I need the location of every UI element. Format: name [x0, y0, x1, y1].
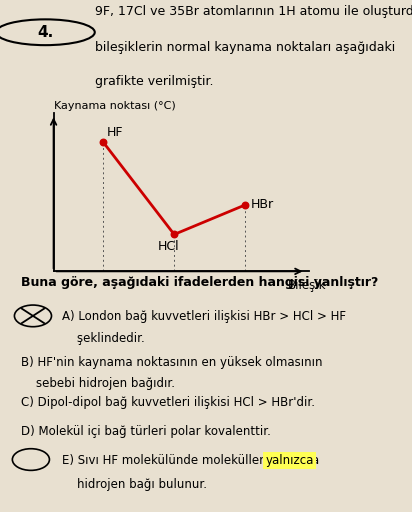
Text: Buna göre, aşağıdaki ifadelerden hangisi yanlıştır?: Buna göre, aşağıdaki ifadelerden hangisi… — [21, 276, 378, 289]
Text: bileşiklerin normal kaynama noktaları aşağıdaki: bileşiklerin normal kaynama noktaları aş… — [95, 41, 395, 54]
Text: E) Sıvı HF molekülünde moleküller arasında: E) Sıvı HF molekülünde moleküller arasın… — [62, 454, 323, 467]
Text: şeklindedir.: şeklindedir. — [62, 332, 145, 345]
Text: 9F, 17Cl ve 35Br atomlarının 1H atomu ile oluşturdukları: 9F, 17Cl ve 35Br atomlarının 1H atomu il… — [95, 5, 412, 18]
Text: grafikte verilmiştir.: grafikte verilmiştir. — [95, 75, 213, 88]
Text: HBr: HBr — [251, 198, 274, 210]
Point — [171, 230, 178, 239]
Text: 4.: 4. — [37, 25, 54, 40]
Point — [100, 138, 107, 146]
Text: Bileşik: Bileşik — [288, 280, 327, 292]
Text: B) HF'nin kaynama noktasının en yüksek olmasının: B) HF'nin kaynama noktasının en yüksek o… — [21, 355, 322, 369]
Text: HF: HF — [107, 126, 123, 139]
Text: A) London bağ kuvvetleri ilişkisi HBr > HCl > HF: A) London bağ kuvvetleri ilişkisi HBr > … — [62, 310, 346, 323]
Text: HCl: HCl — [158, 240, 179, 253]
Text: Kaynama noktası (°C): Kaynama noktası (°C) — [54, 101, 176, 111]
Point — [242, 201, 248, 209]
Text: C) Dipol-dipol bağ kuvvetleri ilişkisi HCl > HBr'dir.: C) Dipol-dipol bağ kuvvetleri ilişkisi H… — [21, 396, 315, 410]
Text: sebebi hidrojen bağıdır.: sebebi hidrojen bağıdır. — [21, 377, 175, 390]
Text: yalnızca: yalnızca — [265, 454, 314, 467]
Text: D) Molekül içi bağ türleri polar kovalenttir.: D) Molekül içi bağ türleri polar kovalen… — [21, 425, 270, 438]
Text: hidrojen bağı bulunur.: hidrojen bağı bulunur. — [62, 478, 207, 492]
